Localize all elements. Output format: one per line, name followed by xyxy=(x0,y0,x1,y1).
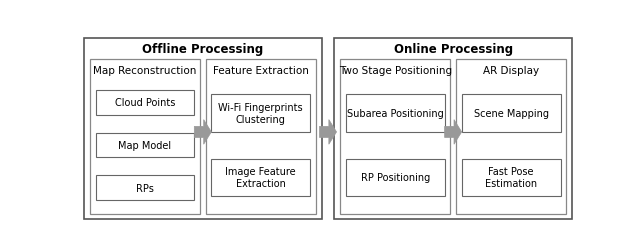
Text: RP Positioning: RP Positioning xyxy=(360,172,430,182)
Bar xyxy=(95,176,195,201)
Text: Map Model: Map Model xyxy=(118,140,172,150)
Bar xyxy=(95,90,195,115)
Bar xyxy=(211,95,310,132)
Text: Subarea Positioning: Subarea Positioning xyxy=(347,108,444,118)
Bar xyxy=(84,38,322,219)
Bar xyxy=(461,95,561,132)
Bar xyxy=(461,159,561,196)
Text: Offline Processing: Offline Processing xyxy=(142,43,264,56)
Text: Map Reconstruction: Map Reconstruction xyxy=(93,66,196,76)
Bar xyxy=(95,133,195,158)
Polygon shape xyxy=(445,120,461,145)
Text: Image Feature
Extraction: Image Feature Extraction xyxy=(225,167,296,188)
Bar xyxy=(346,159,445,196)
Polygon shape xyxy=(319,120,337,145)
Bar xyxy=(206,60,316,214)
Text: Feature Extraction: Feature Extraction xyxy=(213,66,308,76)
Bar xyxy=(211,159,310,196)
Text: Scene Mapping: Scene Mapping xyxy=(474,108,548,118)
Text: Fast Pose
Estimation: Fast Pose Estimation xyxy=(485,167,537,188)
Bar xyxy=(340,60,450,214)
Bar xyxy=(346,95,445,132)
Text: Wi-Fi Fingerprints
Clustering: Wi-Fi Fingerprints Clustering xyxy=(218,103,303,124)
Text: RPs: RPs xyxy=(136,183,154,193)
Text: Cloud Points: Cloud Points xyxy=(115,98,175,108)
Text: AR Display: AR Display xyxy=(483,66,539,76)
Bar xyxy=(90,60,200,214)
Polygon shape xyxy=(195,120,211,145)
Bar xyxy=(456,60,566,214)
Text: Two Stage Positioning: Two Stage Positioning xyxy=(339,66,452,76)
Bar xyxy=(334,38,572,219)
Text: Online Processing: Online Processing xyxy=(394,43,513,56)
